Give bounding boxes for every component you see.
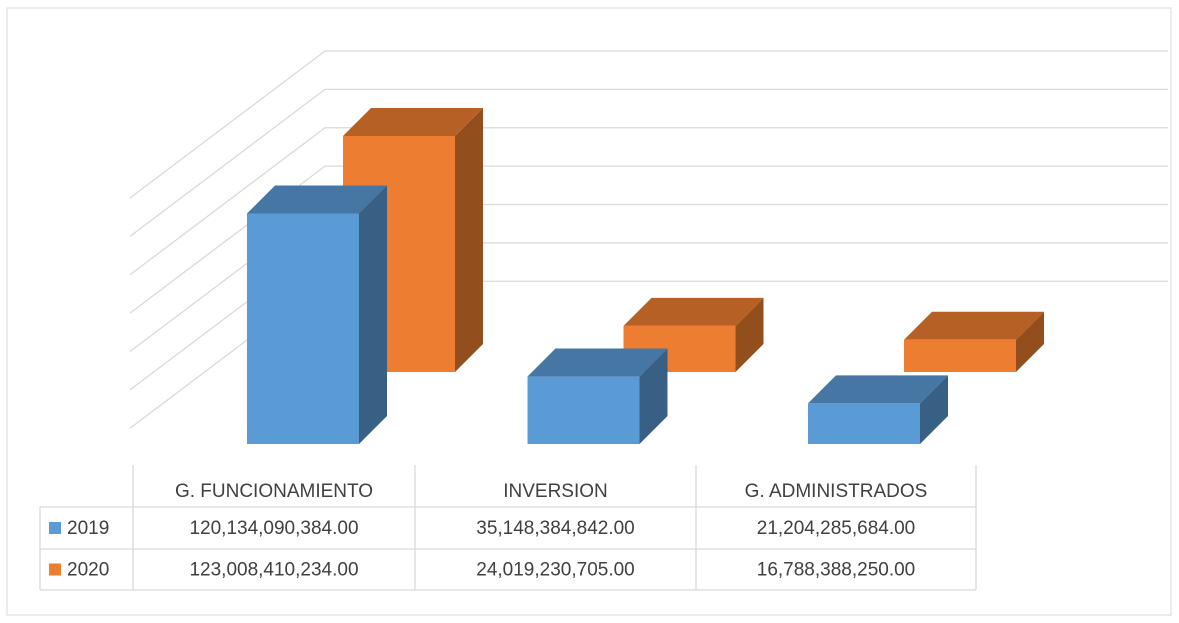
bar-top (247, 185, 387, 214)
bar (247, 213, 359, 444)
bar-top (527, 348, 668, 377)
table-cell: 16,788,388,250.00 (757, 560, 916, 581)
legend-swatch (49, 563, 61, 576)
grid-line (129, 127, 1168, 276)
bar (904, 339, 1016, 372)
legend-swatch (49, 522, 61, 534)
table-cell: 24,019,230,705.00 (476, 560, 635, 581)
chart-border (6, 7, 1172, 616)
bar-top (623, 297, 764, 326)
table-cell: 120,134,090,384.00 (189, 518, 358, 539)
grid-line (129, 165, 1168, 314)
bar-side (920, 375, 948, 444)
bar-top (904, 311, 1044, 340)
bar-top (808, 375, 948, 404)
bar-top (343, 107, 483, 136)
grid-line (129, 50, 1168, 199)
legend-label: 2020 (67, 560, 109, 581)
table-cell: 21,204,285,684.00 (757, 518, 916, 539)
bar (527, 376, 640, 444)
bar (808, 403, 920, 444)
bar-side (359, 185, 387, 444)
bar-side (735, 297, 764, 372)
legend-label: 2019 (67, 518, 109, 539)
bar-side (455, 107, 483, 373)
table-cell: 123,008,410,234.00 (189, 560, 358, 581)
table-header: INVERSION (503, 481, 608, 502)
grid-line (129, 88, 1168, 237)
table-cell: 35,148,384,842.00 (476, 518, 635, 539)
bar-side (639, 348, 668, 444)
bar-side (1016, 311, 1044, 372)
table-header: G. ADMINISTRADOS (745, 481, 928, 502)
table-header: G. FUNCIONAMIENTO (175, 481, 373, 502)
